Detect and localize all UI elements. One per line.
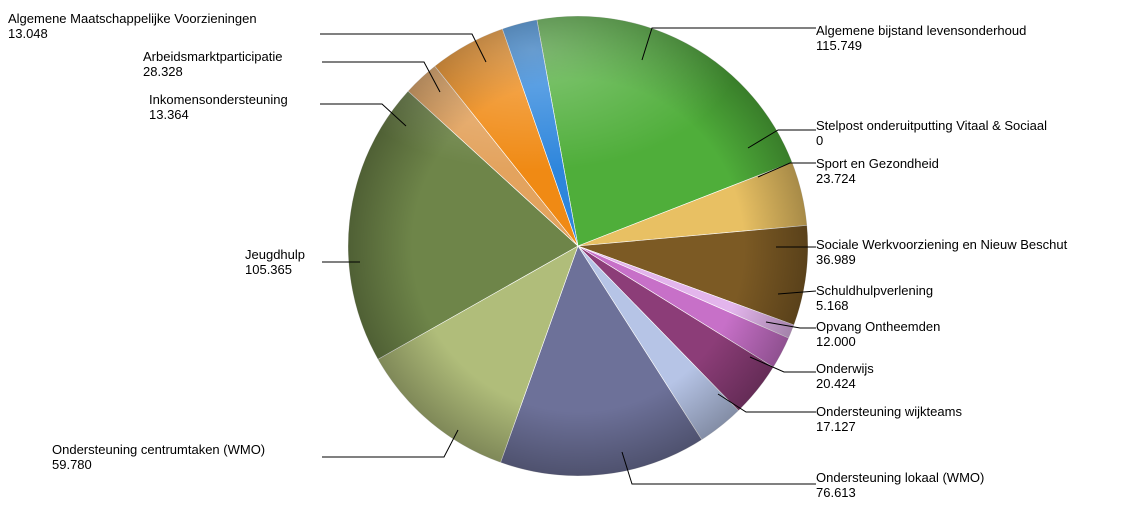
slice-value-label: 36.989 [816, 252, 856, 267]
slice-value-label: 0 [816, 133, 823, 148]
slice-value-label: 115.749 [816, 38, 862, 53]
slice-value-label: 13.048 [8, 26, 48, 41]
leader-line-ondersteuning-lokaal-wmo [621, 451, 816, 485]
leader-line-ondersteuning-centrumtaken-wmo [322, 429, 459, 458]
slice-name-label: Algemene Maatschappelijke Voorzieningen [8, 11, 257, 26]
slice-name-label: Arbeidsmarktparticipatie [143, 49, 282, 64]
slice-name-label: Stelpost onderuitputting Vitaal & Sociaa… [816, 118, 1047, 133]
slice-name-label: Jeugdhulp [245, 247, 305, 262]
slice-name-label: Ondersteuning wijkteams [816, 404, 962, 419]
slice-name-label: Schuldhulpverlening [816, 283, 933, 298]
slice-name-label: Ondersteuning centrumtaken (WMO) [52, 442, 265, 457]
leader-line-inkomensondersteuning [320, 103, 407, 127]
pie-gloss [380, 10, 760, 230]
leader-line-algemene-bijstand-levensonderhoud [641, 27, 816, 61]
slice-value-label: 5.168 [816, 298, 849, 313]
leader-line-sport-en-gezondheid [757, 162, 816, 178]
slice-name-label: Algemene bijstand levensonderhoud [816, 23, 1026, 38]
leader-line-stelpost-onderuitputting-vitaal-and-sociaal [747, 129, 816, 149]
slice-value-label: 17.127 [816, 419, 856, 434]
slice-name-label: Sport en Gezondheid [816, 156, 939, 171]
slice-value-label: 13.364 [149, 107, 189, 122]
slice-value-label: 20.424 [816, 376, 856, 391]
slice-name-label: Opvang Ontheemden [816, 319, 940, 334]
slice-name-label: Onderwijs [816, 361, 874, 376]
slice-value-label: 76.613 [816, 485, 856, 500]
leader-line-schuldhulpverlening [777, 290, 817, 295]
leader-line-algemene-maatschappelijke-voorzieningen [320, 33, 487, 63]
leader-line-onderwijs [749, 356, 816, 373]
leader-line-arbeidsmarktparticipatie [322, 61, 441, 93]
slice-name-label: Sociale Werkvoorziening en Nieuw Beschut [816, 237, 1068, 252]
slice-value-label: 23.724 [816, 171, 856, 186]
slice-value-label: 105.365 [245, 262, 292, 277]
slice-name-label: Ondersteuning lokaal (WMO) [816, 470, 984, 485]
leader-line-ondersteuning-wijkteams [717, 393, 816, 413]
slice-name-label: Inkomensondersteuning [149, 92, 288, 107]
slice-value-label: 12.000 [816, 334, 856, 349]
slice-value-label: 28.328 [143, 64, 183, 79]
slice-labels: Algemene bijstand levensonderhoud115.749… [8, 11, 1068, 500]
slice-value-label: 59.780 [52, 457, 92, 472]
leader-line-opvang-ontheemden [765, 321, 816, 329]
